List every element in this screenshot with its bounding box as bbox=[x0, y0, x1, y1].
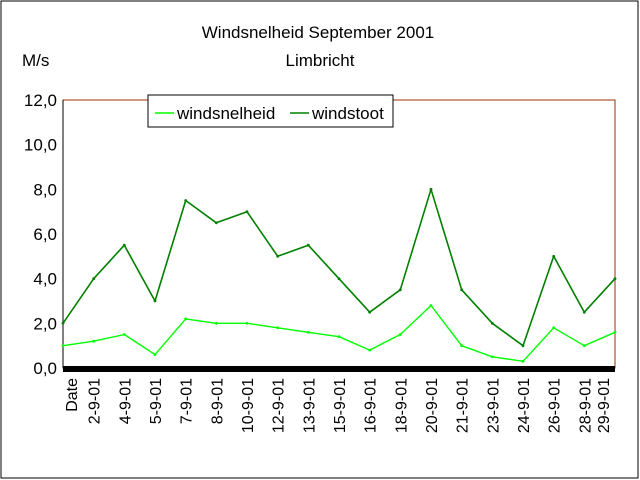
y-tick-label: 12,0 bbox=[24, 91, 57, 110]
series-point-windstoot bbox=[184, 199, 188, 202]
series-point-windstoot bbox=[61, 321, 65, 325]
legend: windsnelheid windstoot bbox=[147, 94, 394, 128]
series-point-windsnelheid bbox=[582, 344, 586, 348]
x-tick-label: 15-9-01 bbox=[332, 378, 349, 433]
x-tick-label: 5-9-01 bbox=[148, 378, 165, 424]
series-point-windstoot bbox=[613, 277, 617, 281]
y-tick-label: 8,0 bbox=[33, 180, 57, 199]
series-point-windsnelheid bbox=[368, 348, 372, 352]
y-tick-label: 6,0 bbox=[33, 225, 57, 244]
y-axis-label: M/s bbox=[22, 51, 49, 70]
series-point-windstoot bbox=[552, 254, 556, 258]
chart-title: Windsnelheid September 2001 bbox=[202, 23, 434, 42]
series-point-windstoot bbox=[582, 310, 586, 314]
x-tick-label: 7-9-01 bbox=[179, 378, 196, 424]
series-point-windstoot bbox=[337, 277, 341, 281]
series-point-windsnelheid bbox=[276, 326, 280, 330]
series-point-windsnelheid bbox=[153, 353, 157, 356]
series-point-windsnelheid bbox=[552, 326, 556, 330]
series-point-windstoot bbox=[490, 321, 494, 325]
x-axis-bar bbox=[63, 366, 615, 372]
series-point-windstoot bbox=[398, 288, 402, 292]
series-point-windstoot bbox=[153, 299, 157, 303]
x-tick-label: 2-9-01 bbox=[87, 378, 104, 424]
x-tick-label: 21-9-01 bbox=[455, 378, 472, 433]
x-tick-label: 26-9-01 bbox=[547, 378, 564, 433]
series-point-windstoot bbox=[122, 243, 126, 247]
series-point-windsnelheid bbox=[460, 344, 464, 348]
series-point-windsnelheid bbox=[521, 359, 525, 363]
y-tick-label: 2,0 bbox=[33, 314, 57, 333]
x-tick-label: Date bbox=[64, 378, 81, 412]
series-point-windstoot bbox=[214, 221, 218, 225]
legend-label-windstoot: windstoot bbox=[311, 104, 384, 123]
y-tick-label: 4,0 bbox=[33, 270, 57, 289]
y-tick-label: 0,0 bbox=[33, 359, 57, 378]
series-point-windsnelheid bbox=[398, 333, 402, 336]
x-tick-label: 13-9-01 bbox=[301, 378, 318, 433]
series-point-windsnelheid bbox=[613, 330, 617, 334]
series-point-windstoot bbox=[276, 254, 280, 258]
x-tick-label: 20-9-01 bbox=[424, 378, 441, 433]
y-axis-ticks: 0,0 2,0 4,0 6,0 8,0 10,0 12,0 bbox=[24, 91, 57, 378]
series-point-windsnelheid bbox=[122, 333, 126, 336]
series-layer bbox=[61, 187, 617, 363]
x-tick-label: 16-9-01 bbox=[363, 378, 380, 433]
x-tick-label: 4-9-01 bbox=[117, 378, 134, 424]
series-point-windsnelheid bbox=[337, 335, 341, 339]
x-tick-label: 8-9-01 bbox=[209, 378, 226, 424]
series-point-windsnelheid bbox=[184, 317, 188, 321]
series-point-windstoot bbox=[460, 288, 464, 292]
x-tick-label: 23-9-01 bbox=[485, 378, 502, 433]
series-point-windstoot bbox=[521, 344, 525, 348]
x-tick-label: 28-9-01 bbox=[577, 378, 594, 433]
x-tick-label: 12-9-01 bbox=[271, 378, 288, 433]
x-tick-label: 18-9-01 bbox=[393, 378, 410, 433]
series-point-windsnelheid bbox=[306, 330, 310, 334]
x-axis-tick-labels: Date 2-9-01 4-9-01 5-9-01 7-9-01 8-9-01 10-9-0… bbox=[64, 378, 613, 433]
series-point-windsnelheid bbox=[214, 321, 218, 325]
series-point-windstoot bbox=[429, 187, 433, 191]
series-point-windsnelheid bbox=[61, 344, 65, 348]
y-tick-label: 10,0 bbox=[24, 136, 57, 155]
series-point-windsnelheid bbox=[429, 304, 433, 307]
series-point-windstoot bbox=[245, 210, 249, 214]
series-point-windstoot bbox=[92, 277, 96, 281]
legend-box bbox=[147, 94, 394, 128]
x-tick-label: 10-9-01 bbox=[240, 378, 257, 433]
series-point-windsnelheid bbox=[245, 321, 249, 325]
series-point-windstoot bbox=[306, 243, 310, 247]
series-point-windsnelheid bbox=[490, 355, 494, 359]
x-tick-label: 29-9-01 bbox=[596, 378, 613, 433]
x-tick-label: 24-9-01 bbox=[516, 378, 533, 433]
legend-label-windsnelheid: windsnelheid bbox=[176, 104, 275, 123]
series-point-windstoot bbox=[368, 310, 372, 314]
chart-subtitle: Limbricht bbox=[286, 51, 355, 70]
series-point-windsnelheid bbox=[92, 339, 96, 343]
